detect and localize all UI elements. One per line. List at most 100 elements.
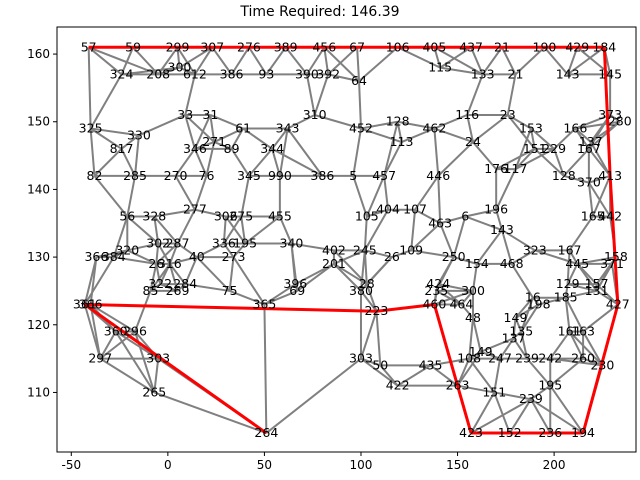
network-edge <box>439 222 455 258</box>
node-label: 116 <box>455 107 479 122</box>
network-edge <box>134 135 140 176</box>
network-edge <box>194 46 214 75</box>
node-label: 149 <box>504 310 528 325</box>
network-edge <box>567 283 597 292</box>
network-edge <box>437 141 474 177</box>
node-label: 75 <box>222 283 238 298</box>
node-label: 106 <box>386 39 410 54</box>
network-edge <box>305 74 316 116</box>
red-route-layer <box>83 45 620 435</box>
network-edge <box>294 262 335 286</box>
node-label: 59 <box>125 39 141 54</box>
network-edge <box>515 147 555 171</box>
network-edge <box>434 127 474 143</box>
network-edge <box>438 283 474 292</box>
node-label: 26 <box>384 249 400 264</box>
node-label: 128 <box>386 114 410 129</box>
node-label: 442 <box>598 208 622 223</box>
network-edge <box>112 216 129 258</box>
node-label: 195 <box>233 236 257 251</box>
network-edge <box>89 73 123 130</box>
node-label: 340 <box>280 236 304 251</box>
network-edge <box>360 127 402 143</box>
network-edge <box>476 229 503 265</box>
node-label: 166 <box>563 121 587 136</box>
node-label: 201 <box>322 256 346 271</box>
network-edge <box>468 358 496 394</box>
network-edge <box>530 127 555 150</box>
network-edge <box>520 303 540 333</box>
node-label: 437 <box>459 39 483 54</box>
network-edge <box>90 127 140 137</box>
network-edge <box>168 263 187 285</box>
node-label: 316 <box>158 256 182 271</box>
network-edge <box>168 263 179 292</box>
network-edge <box>248 148 273 177</box>
network-edge <box>410 222 441 252</box>
node-label: 386 <box>220 66 244 81</box>
network-edge <box>499 337 515 360</box>
x-axis: -50 0 50 100 150 200 <box>61 452 566 472</box>
network-edge <box>429 364 459 387</box>
node-label: 392 <box>316 66 340 81</box>
node-label: 296 <box>123 324 147 339</box>
node-label: 300 <box>168 60 192 75</box>
network-edge <box>360 357 399 387</box>
network-edge <box>193 148 208 177</box>
node-label: 117 <box>504 161 528 176</box>
network-edge <box>138 114 186 137</box>
network-edge <box>149 263 171 292</box>
node-label: 328 <box>142 208 166 223</box>
node-label: 386 <box>310 168 334 183</box>
network-edge <box>435 290 462 306</box>
network-edge <box>532 297 540 306</box>
node-label: 93 <box>258 66 274 81</box>
node-label: 247 <box>488 351 512 366</box>
node-label: 16 <box>525 290 541 305</box>
network-edge <box>83 304 102 359</box>
network-edge <box>99 331 117 360</box>
network-edge <box>466 114 474 143</box>
network-edge <box>383 121 399 177</box>
network-edge <box>470 391 496 434</box>
network-edge <box>453 256 478 265</box>
network-edge <box>520 297 534 332</box>
network-edge <box>286 127 324 177</box>
route-edge <box>83 303 268 435</box>
network-edge <box>512 330 522 340</box>
network-edge <box>495 147 536 171</box>
node-label: 457 <box>372 168 396 183</box>
network-edge <box>263 304 268 434</box>
network-edge <box>568 330 604 367</box>
node-label: 143 <box>556 66 580 81</box>
node-label: 325 <box>79 121 103 136</box>
node-label: 300 <box>461 283 485 298</box>
node-label: 324 <box>110 66 134 81</box>
network-edge <box>530 398 552 434</box>
network-edge <box>433 128 440 176</box>
node-label: 69 <box>289 283 305 298</box>
node-label: 422 <box>386 378 410 393</box>
network-edge <box>514 303 540 319</box>
node-label: 105 <box>355 208 379 223</box>
network-edge <box>397 46 441 69</box>
network-edge <box>359 250 366 292</box>
network-edge <box>564 297 571 332</box>
network-edge <box>184 114 196 150</box>
node-label: 402 <box>322 242 346 257</box>
network-edge <box>176 242 198 258</box>
network-edge <box>228 256 235 292</box>
network-edge <box>264 290 298 306</box>
node-label: 287 <box>166 236 190 251</box>
network-edge <box>575 120 620 130</box>
node-label: 429 <box>565 39 589 54</box>
network-edge <box>564 297 584 332</box>
x-tick-label: -50 <box>61 458 81 472</box>
network-edge <box>365 175 386 217</box>
node-label: 135 <box>509 324 533 339</box>
node-label: 373 <box>598 107 622 122</box>
network-edge <box>507 114 532 130</box>
network-edge <box>520 331 529 359</box>
network-edge <box>534 148 565 177</box>
network-edge <box>213 127 244 143</box>
